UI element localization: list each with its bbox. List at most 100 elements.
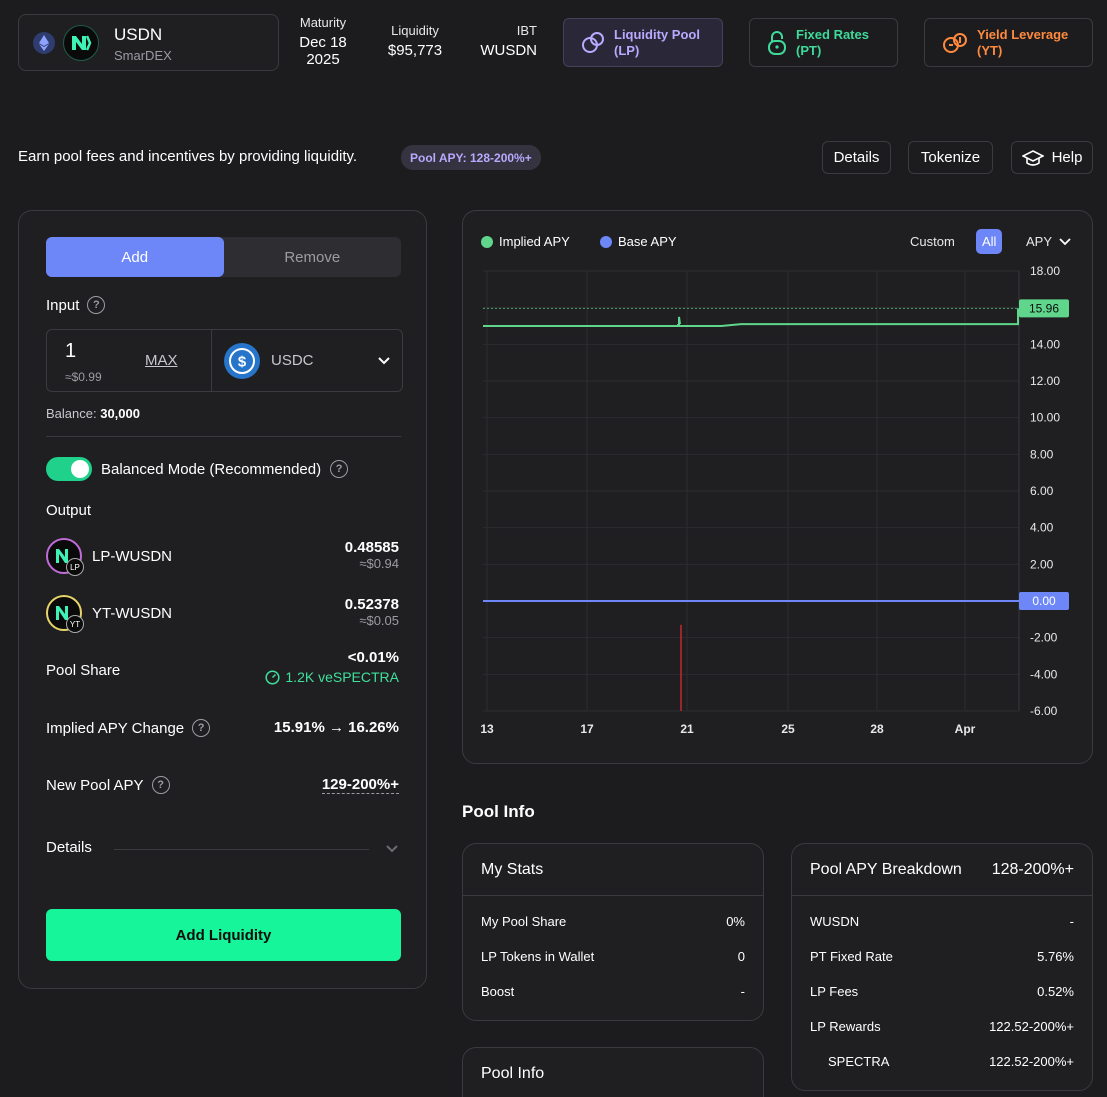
stat-value: - <box>740 984 745 999</box>
mode-pt-line1: Fixed Rates <box>796 26 869 42</box>
breakdown-row: PT Fixed Rate 5.76% <box>792 939 1092 974</box>
breakdown-header: Pool APY Breakdown 128-200%+ <box>792 844 1092 896</box>
lp-usd: ≈$0.94 <box>359 556 399 571</box>
market-card[interactable]: USDN SmarDEX <box>18 14 279 71</box>
token-selector[interactable]: $ USDC <box>212 330 403 391</box>
balanced-mode-row: Balanced Mode (Recommended) ? <box>46 457 349 481</box>
add-liquidity-button[interactable]: Add Liquidity <box>46 909 401 961</box>
token-symbol: USDC <box>271 352 314 369</box>
maturity-label: Maturity <box>299 15 347 30</box>
max-button[interactable]: MAX <box>145 352 178 369</box>
output-label: Output <box>46 502 92 519</box>
apy-chart[interactable]: 18.0016.0014.0012.0010.008.006.004.002.0… <box>463 211 1093 764</box>
maturity-stat: Maturity Dec 18 2025 <box>289 15 357 68</box>
help-question-icon[interactable]: ? <box>330 460 349 478</box>
add-remove-toggle: Add Remove <box>46 237 401 277</box>
input-label: Input <box>46 296 80 314</box>
x-tick-label: 21 <box>680 722 694 736</box>
help-question-icon[interactable]: ? <box>192 719 211 737</box>
stat-label: LP Tokens in Wallet <box>481 949 595 964</box>
lock-icon <box>768 30 786 55</box>
breakdown-label: WUSDN <box>810 914 860 929</box>
mode-fixed-rates-button[interactable]: Fixed Rates (PT) <box>749 18 898 67</box>
mode-yield-leverage-button[interactable]: Yield Leverage (YT) <box>924 18 1093 67</box>
lp-rings-icon <box>582 31 604 53</box>
implied-apy-change-row: Implied APY Change ? <box>46 719 211 737</box>
tokenize-button[interactable]: Tokenize <box>908 141 993 174</box>
chevron-down-icon <box>1059 237 1071 245</box>
mode-yt-line2: (YT) <box>977 42 1003 58</box>
breakdown-row: SPECTRA 122.52-200%+ <box>792 1044 1092 1079</box>
apy-chart-panel: Implied APY Base APY Custom All APY 18.0… <box>462 210 1093 764</box>
x-tick-label: 17 <box>580 722 594 736</box>
balance-row: Balance: 30,000 <box>46 406 140 421</box>
balance-value: 30,000 <box>100 406 140 421</box>
chevron-down-icon[interactable] <box>385 844 399 854</box>
yt-badge: YT <box>66 615 84 633</box>
y-tick-label: 4.00 <box>1030 521 1054 535</box>
mode-pt-line2: (PT) <box>796 42 822 58</box>
breakdown-total: 128-200%+ <box>991 860 1074 878</box>
market-name: USDN <box>114 25 163 44</box>
breakdown-label: PT Fixed Rate <box>810 949 893 964</box>
balanced-mode-toggle[interactable] <box>46 457 92 481</box>
details-divider <box>114 849 369 850</box>
breakdown-row: LP Rewards 122.52-200%+ <box>792 1009 1092 1044</box>
implied-current-badge <box>1019 299 1069 318</box>
pool-share-value: <0.01% <box>347 649 399 666</box>
mode-lp-line1: Liquidity Pool <box>614 26 700 42</box>
details-label[interactable]: Details <box>46 839 92 856</box>
yt-amount: 0.52378 <box>344 596 399 613</box>
breakdown-label: LP Fees <box>810 984 859 999</box>
my-stats-card: My Stats My Pool Share 0% LP Tokens in Wa… <box>462 843 764 1021</box>
earn-description: Earn pool fees and incentives by providi… <box>18 148 358 165</box>
liquidity-value: $95,773 <box>387 42 443 59</box>
legend-base-dot <box>600 235 612 248</box>
remove-tab[interactable]: Remove <box>284 248 341 266</box>
all-range-button[interactable]: All <box>976 229 1003 254</box>
details-button[interactable]: Details <box>822 141 891 174</box>
x-tick-label: 13 <box>480 722 494 736</box>
amount-usd: ≈$0.99 <box>65 370 102 384</box>
custom-range-button[interactable]: Custom <box>910 234 955 249</box>
legend-base-label: Base APY <box>618 234 677 249</box>
x-tick-label: 28 <box>870 722 884 736</box>
help-button[interactable]: Help <box>1011 141 1093 174</box>
pool-info-card-header: Pool Info <box>463 1048 763 1097</box>
legend-implied-label: Implied APY <box>499 234 570 249</box>
maturity-year: 2025 <box>306 51 340 68</box>
help-button-label: Help <box>1051 149 1083 166</box>
base-current-badge-label: 0.00 <box>1032 594 1056 608</box>
y-tick-label: 14.00 <box>1030 337 1060 351</box>
help-question-icon[interactable]: ? <box>151 776 170 794</box>
stat-row: Boost - <box>463 974 763 1009</box>
svg-text:$: $ <box>238 353 247 370</box>
stat-label: My Pool Share <box>481 914 567 929</box>
ibt-stat: IBT WUSDN <box>470 23 545 59</box>
liquidity-label: Liquidity <box>391 23 439 38</box>
lp-token-name: LP-WUSDN <box>92 547 173 565</box>
y-tick-label: 2.00 <box>1030 557 1054 571</box>
new-pool-apy-label: New Pool APY <box>46 776 144 794</box>
mode-yt-line1: Yield Leverage <box>977 26 1069 42</box>
breakdown-row: LP Fees 0.52% <box>792 974 1092 1009</box>
breakdown-label: SPECTRA <box>828 1054 890 1069</box>
vespectra-value: 1.2K veSPECTRA <box>285 669 399 685</box>
legend-implied[interactable]: Implied APY <box>481 234 570 249</box>
yt-token-name: YT-WUSDN <box>92 604 172 622</box>
add-tab[interactable]: Add <box>46 237 224 277</box>
new-pool-apy-value: 129-200%+ <box>321 776 399 794</box>
stat-row: LP Tokens in Wallet 0 <box>463 939 763 974</box>
balanced-mode-label: Balanced Mode (Recommended) <box>101 460 322 478</box>
help-question-icon[interactable]: ? <box>87 296 106 314</box>
breakdown-title: Pool APY Breakdown <box>810 860 962 878</box>
usdc-icon: $ <box>224 342 260 379</box>
mode-liquidity-pool-button[interactable]: Liquidity Pool (LP) <box>563 18 723 67</box>
y-tick-label: -4.00 <box>1030 667 1058 681</box>
output-lp-row: LP LP-WUSDN <box>46 538 173 576</box>
breakdown-value: 5.76% <box>1037 949 1074 964</box>
legend-base[interactable]: Base APY <box>600 234 677 249</box>
breakdown-value: - <box>1069 914 1074 929</box>
metric-selector[interactable]: APY <box>1026 234 1071 249</box>
amount-input[interactable]: 1 <box>65 340 77 362</box>
